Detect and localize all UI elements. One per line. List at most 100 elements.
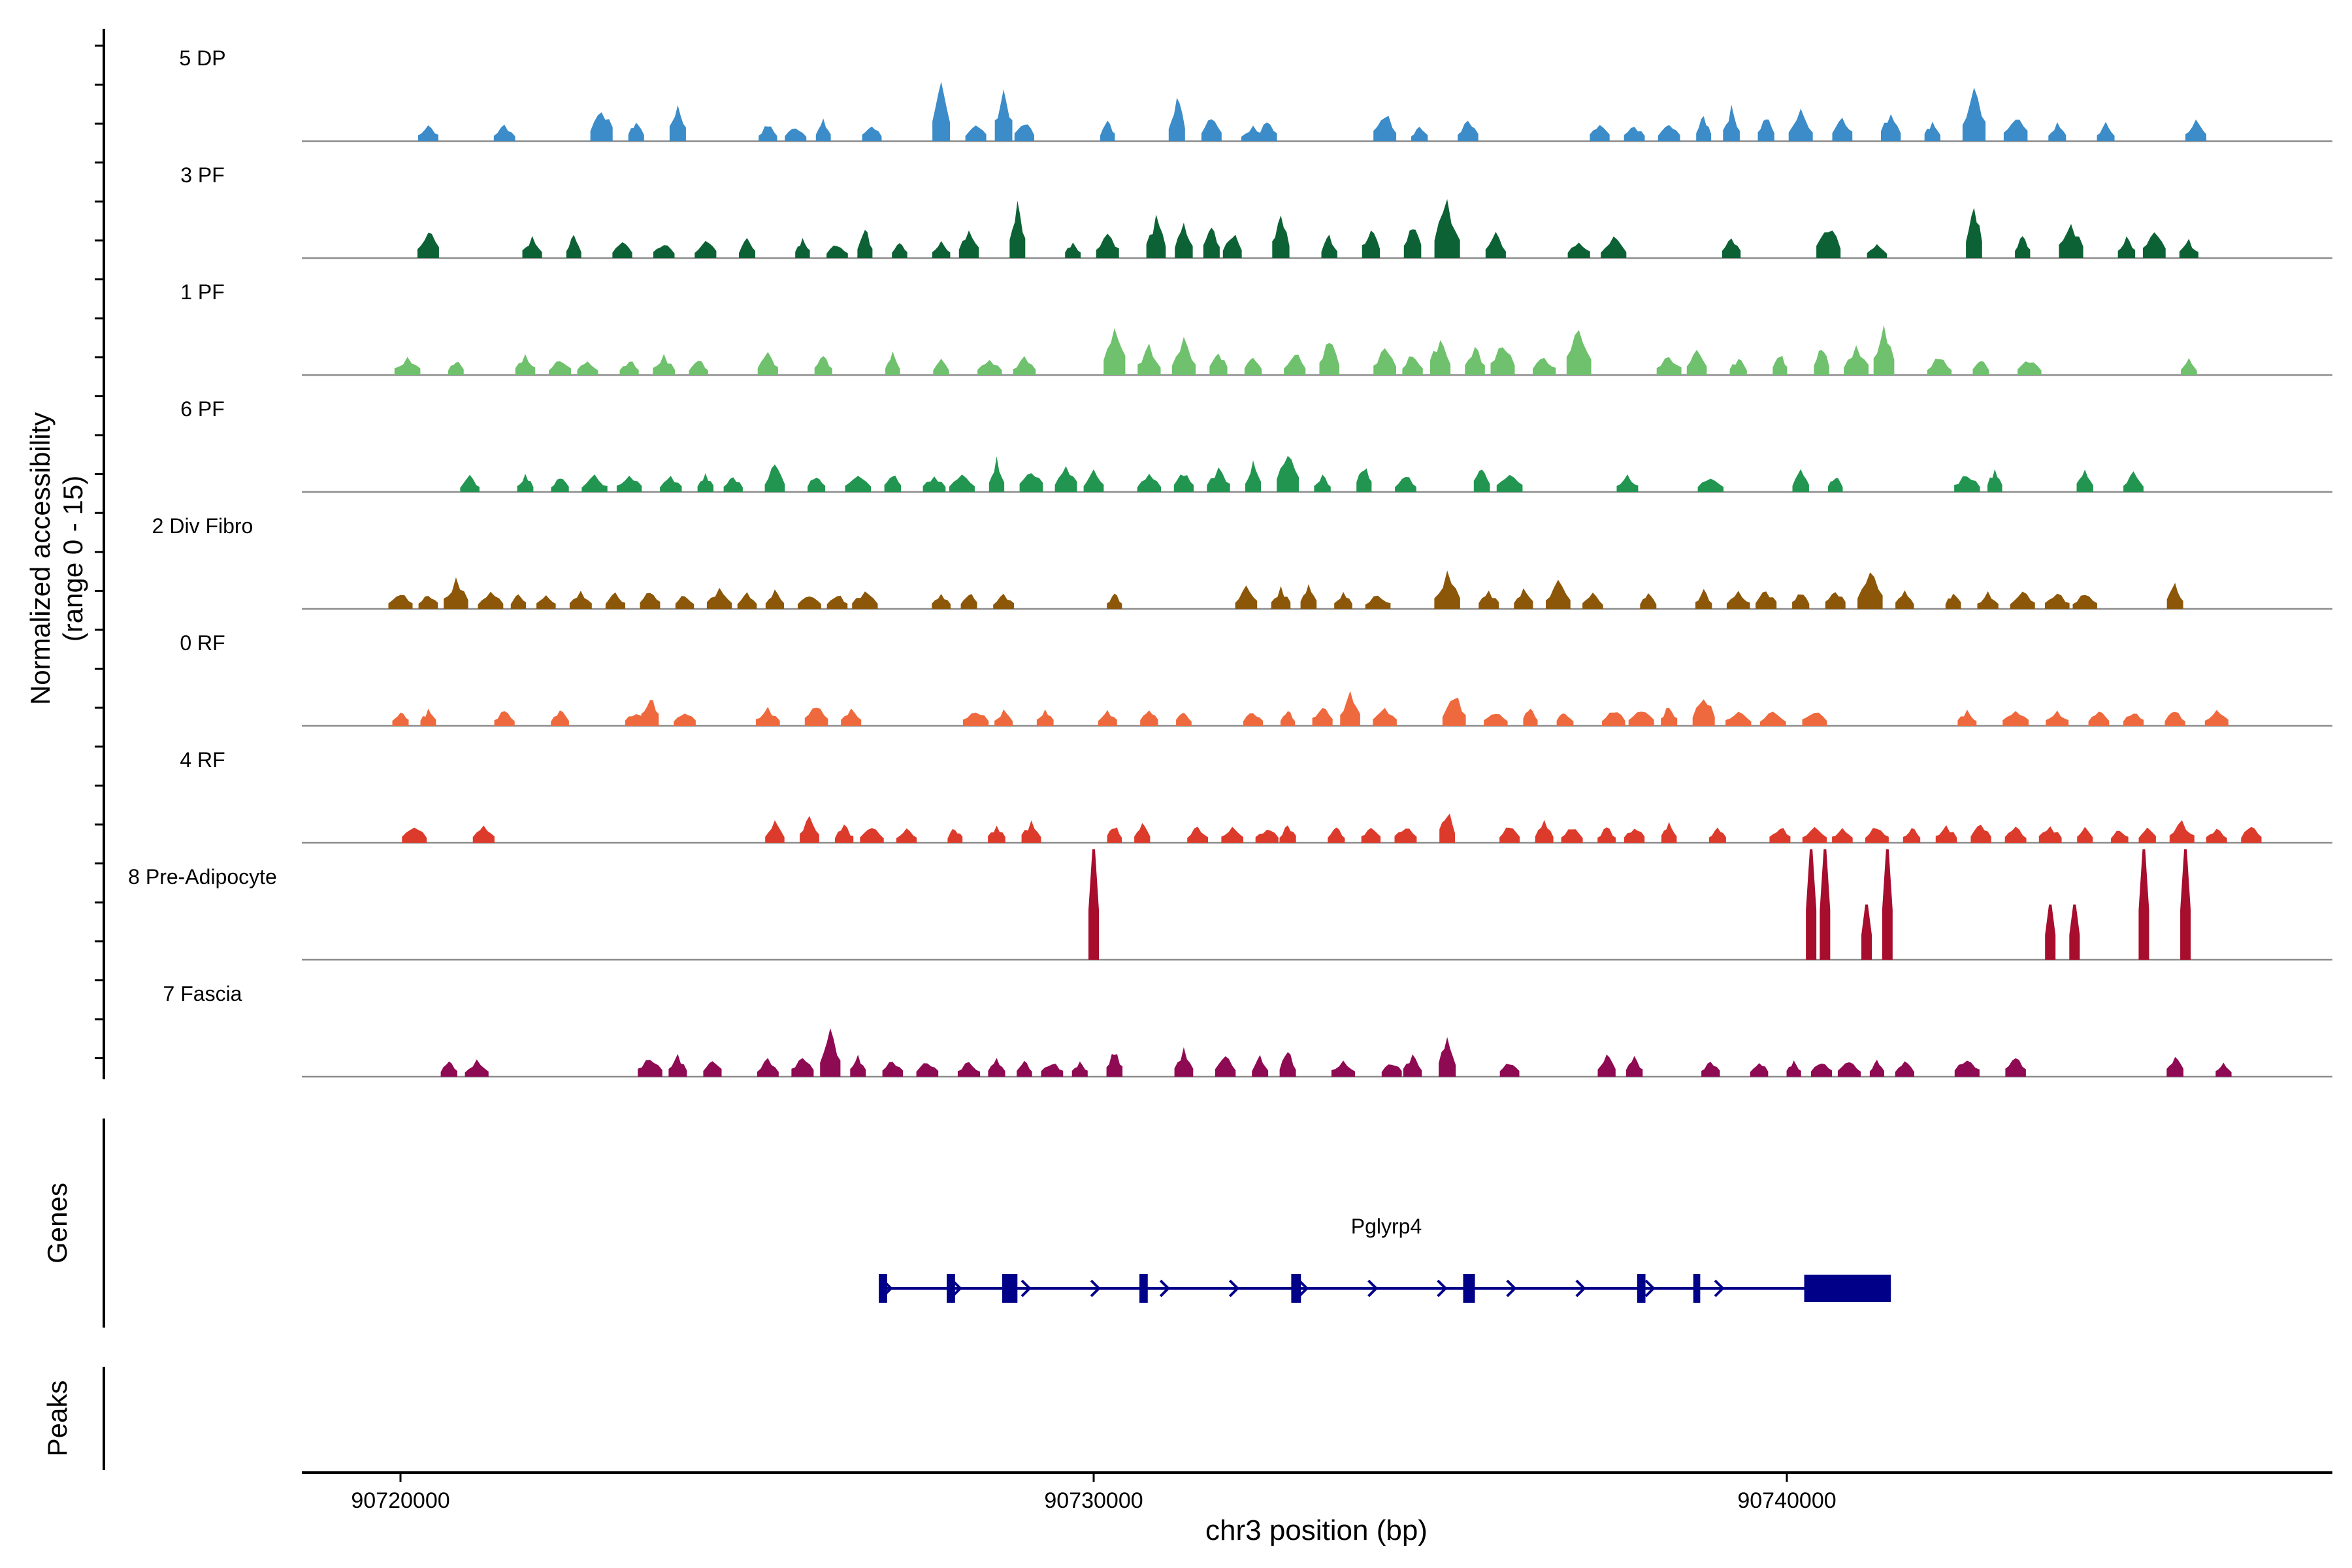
coverage-peak [444, 577, 468, 609]
peaks-panel-label: Peaks [42, 1380, 73, 1457]
coverage-peak [1434, 570, 1460, 609]
coverage-peak [1207, 467, 1230, 492]
coverage-peak [1490, 347, 1515, 375]
coverage-peak [536, 595, 556, 609]
coverage-peak [785, 128, 807, 141]
coverage-peak [916, 1063, 939, 1077]
coverage-peak [590, 112, 613, 141]
coverage-peak [815, 118, 831, 141]
coverage-peak [522, 236, 542, 258]
y-axis-label-line2: (range 0 - 15) [57, 476, 88, 642]
coverage-peak [947, 828, 963, 843]
coverage-peak [1171, 336, 1196, 375]
coverage-peak [616, 476, 642, 492]
coverage-peak [1252, 1054, 1269, 1077]
coverage-peak [1334, 591, 1352, 609]
coverage-peak [765, 589, 785, 609]
coverage-peak [1473, 469, 1490, 492]
coverage-peak [2169, 820, 2195, 843]
coverage-peak [1523, 708, 1538, 726]
strand-arrow-icon [1575, 1279, 1586, 1298]
coverage-peak [1640, 593, 1657, 609]
coverage-peak [2181, 358, 2197, 375]
coverage-peak [1312, 708, 1333, 726]
coverage-peak [638, 1060, 662, 1077]
coverage-peak [1597, 827, 1616, 843]
coverage-peak [1935, 825, 1957, 843]
coverage-peak [1106, 1054, 1123, 1077]
coverage-peak [759, 126, 777, 141]
coverage-peak [1656, 357, 1682, 375]
track-label: 8 Pre-Adipocyte [128, 865, 277, 889]
strand-arrow-icon [1506, 1279, 1517, 1298]
coverage-peak [1977, 591, 1999, 609]
coverage-peak [1485, 231, 1506, 258]
coverage-peak [1624, 828, 1645, 843]
coverage-peak [1601, 712, 1625, 726]
coverage-peak [1146, 214, 1166, 258]
coverage-peak [2123, 471, 2144, 492]
coverage-peak [1726, 591, 1750, 609]
coverage-peak [2110, 830, 2129, 843]
genes-panel-label: Genes [42, 1183, 73, 1264]
coverage-peak [668, 1054, 687, 1077]
coverage-peak [1802, 826, 1827, 843]
coverage-peak [1222, 235, 1242, 258]
coverage-peak [1209, 353, 1228, 375]
coverage-peak [1439, 813, 1456, 843]
coverage-peak [706, 587, 732, 609]
coverage-peak [850, 1054, 866, 1077]
coverage-peak [1723, 105, 1740, 141]
coverage-peak [841, 708, 862, 726]
coverage-y-axis [95, 29, 105, 1079]
coverage-peak [1255, 829, 1279, 843]
coverage-peak [1792, 594, 1810, 609]
coverage-peak [569, 591, 592, 609]
coverage-peak [1810, 1063, 1833, 1077]
coverage-peak [933, 359, 949, 375]
coverage-peak [1786, 1060, 1801, 1077]
track-label: 2 Div Fibro [152, 514, 253, 538]
coverage-peak [493, 124, 515, 141]
track-4-rf: 4 RF [180, 748, 2332, 844]
coverage-peak [1284, 354, 1306, 375]
coverage-peak [1065, 242, 1081, 258]
coverage-peak [1499, 1064, 1520, 1077]
coverage-peak [1361, 828, 1381, 843]
coverage-peak [857, 229, 873, 258]
coverage-peak [860, 828, 884, 843]
coverage-peak [1036, 709, 1054, 726]
coverage-peak [1873, 325, 1895, 375]
coverage-peak [517, 474, 534, 492]
coverage-peak [2138, 849, 2149, 960]
coverage-peak [1624, 127, 1645, 141]
track-label: 5 DP [179, 46, 225, 70]
coverage-peak [965, 125, 987, 141]
coverage-peak [1107, 593, 1122, 609]
coverage-peak [2097, 122, 2115, 141]
coverage-peak [1924, 122, 1940, 141]
coverage-peak [478, 591, 504, 609]
coverage-peak [1806, 849, 1817, 960]
coverage-peak [1103, 328, 1126, 375]
coverage-peak [402, 827, 427, 843]
coverage-peak [2117, 236, 2136, 258]
coverage-peak [1865, 828, 1889, 843]
coverage-peak [1499, 827, 1520, 843]
coverage-peak [804, 708, 828, 726]
coverage-peak [2046, 710, 2069, 726]
coverage-peak [757, 1058, 779, 1077]
coverage-peak [1381, 1064, 1402, 1077]
coverage-peak [1100, 120, 1115, 141]
coverage-peak [757, 351, 778, 375]
coverage-peak [1201, 119, 1222, 141]
coverage-peak [2215, 1062, 2232, 1077]
coverage-peak [1221, 826, 1244, 843]
coverage-peak [1277, 455, 1299, 492]
coverage-peak [1356, 468, 1372, 492]
x-tick-label: 90740000 [1737, 1488, 1836, 1513]
coverage-peak [1168, 97, 1185, 141]
strand-arrow-icon [1090, 1279, 1101, 1298]
coverage-peak [669, 105, 686, 141]
coverage-peak [2123, 713, 2144, 726]
